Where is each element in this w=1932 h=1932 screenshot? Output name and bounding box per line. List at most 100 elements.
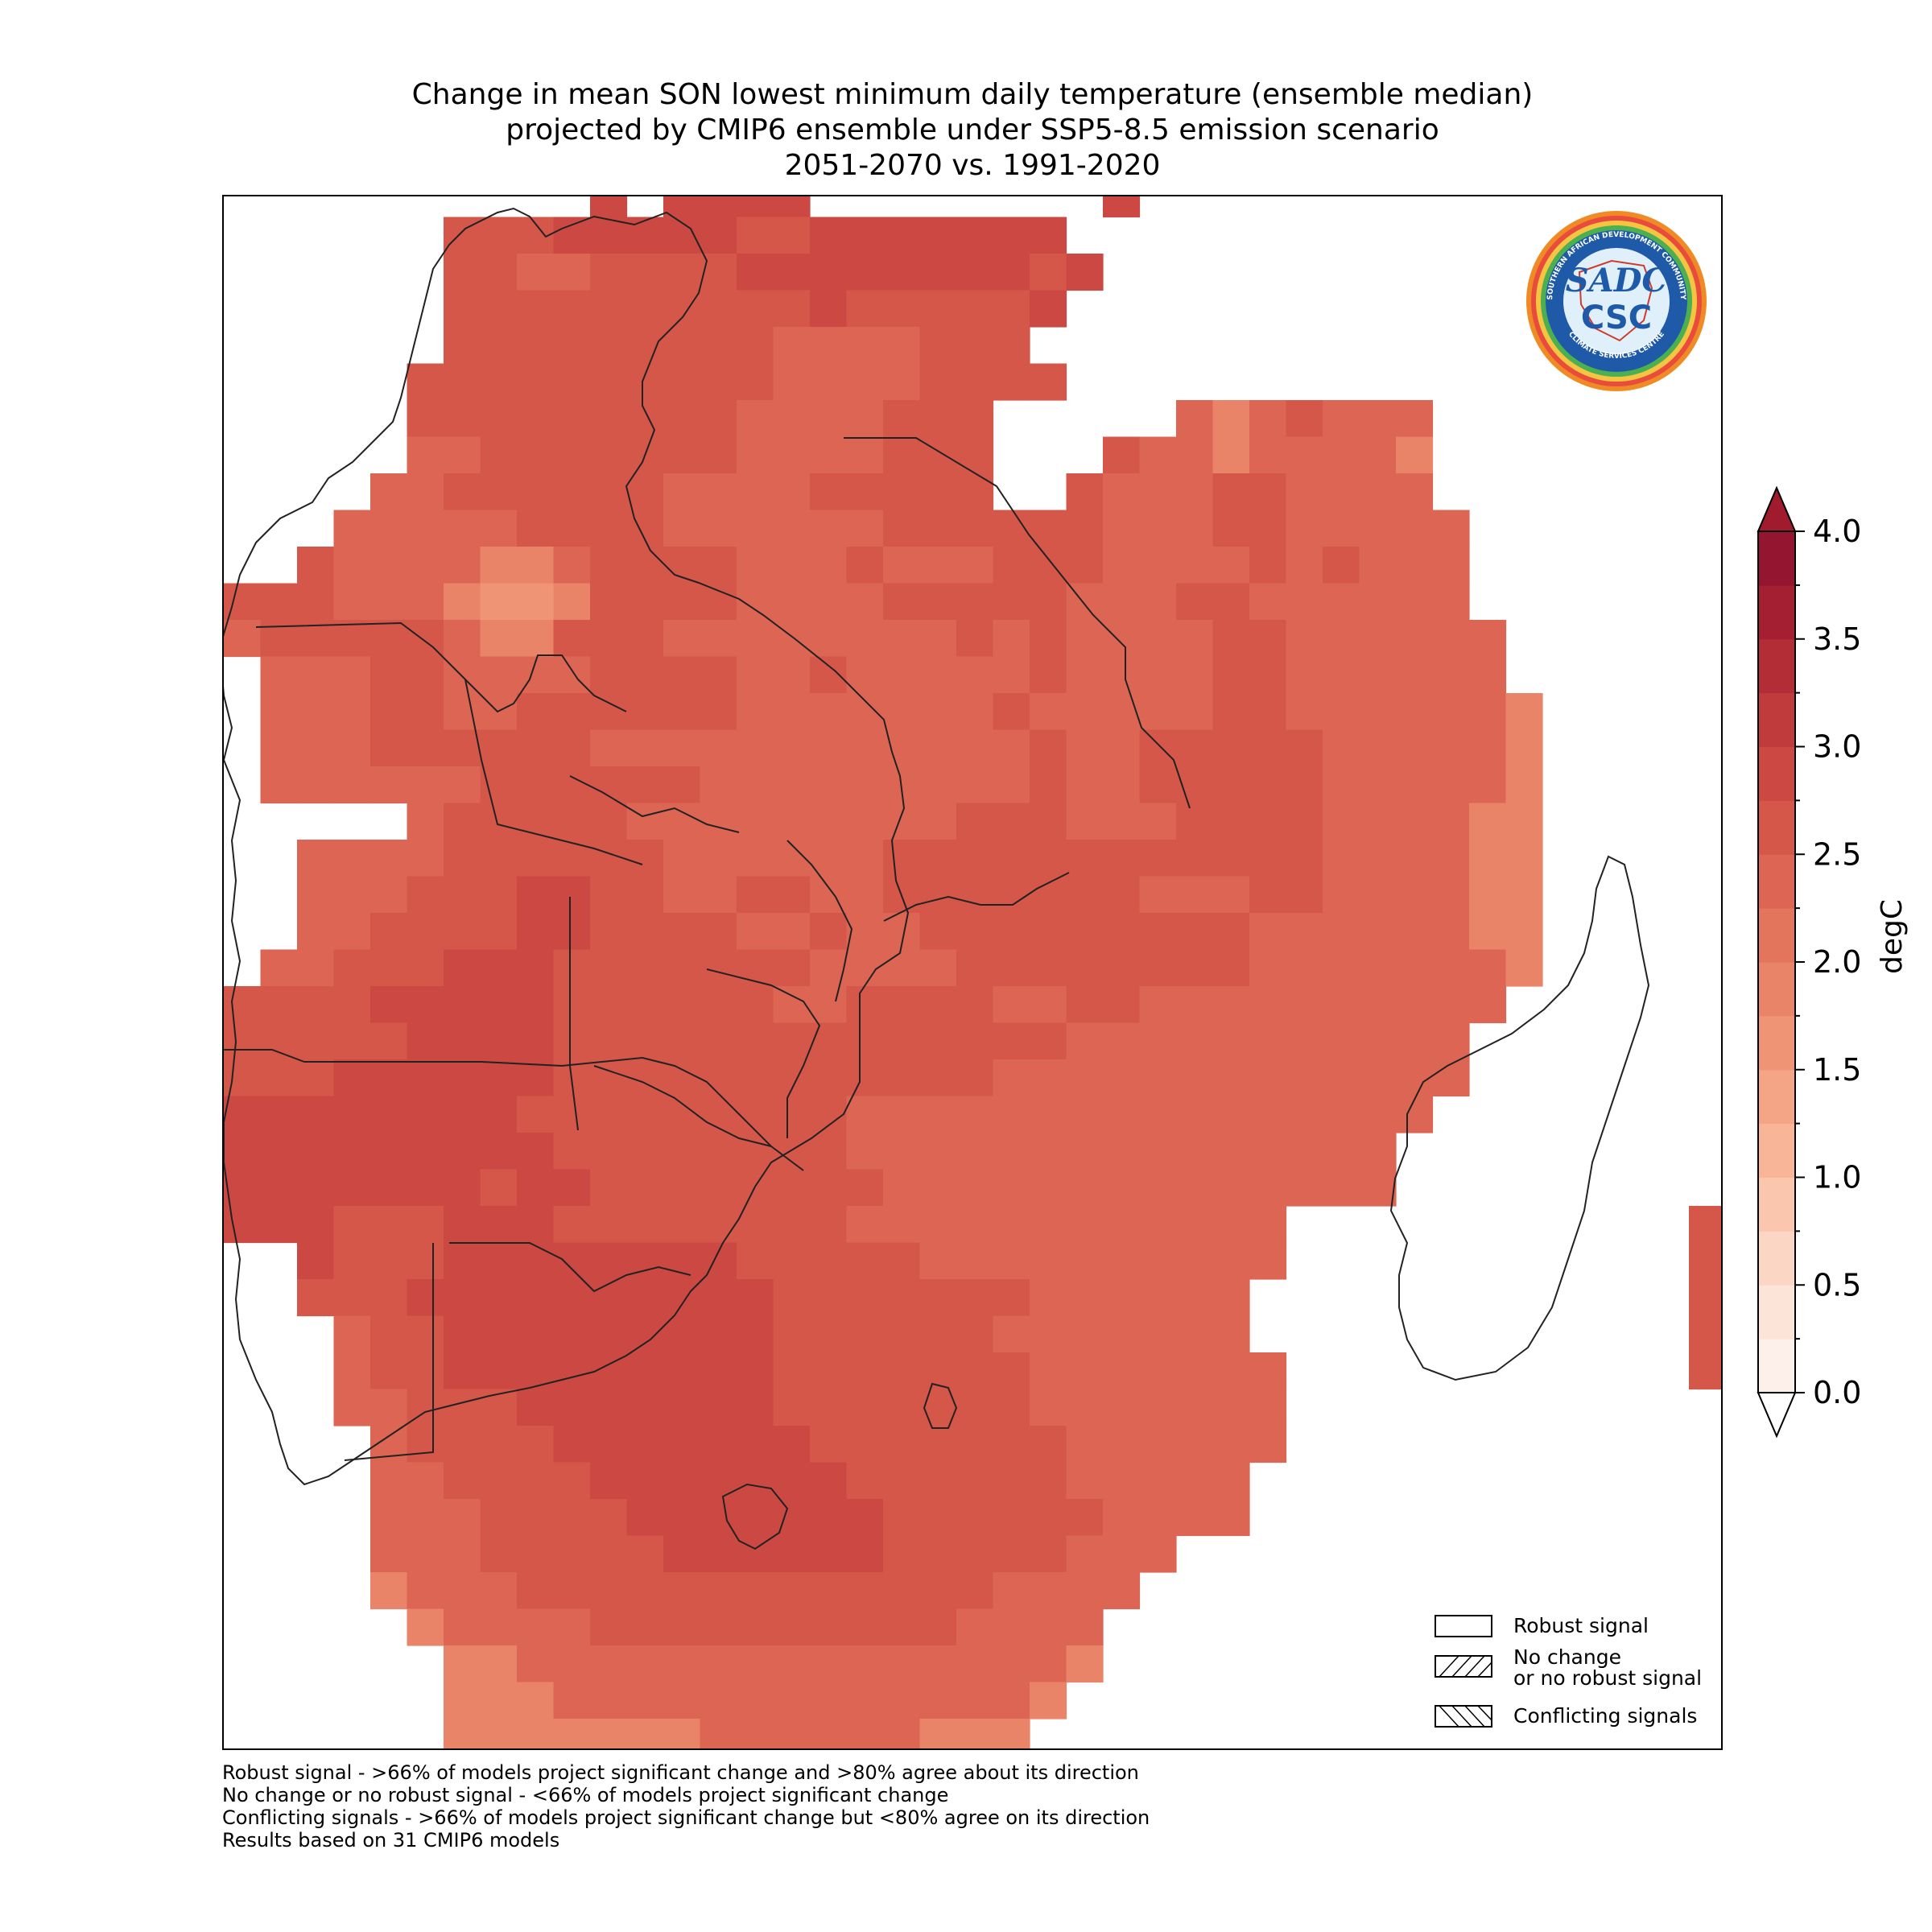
grid-cell (590, 1572, 628, 1610)
grid-cell (1176, 1059, 1214, 1097)
grid-cell (1176, 803, 1214, 840)
grid-cell (370, 473, 408, 511)
grid-cell (919, 913, 957, 951)
grid-cell (480, 913, 518, 951)
grid-cell (260, 693, 298, 731)
grid-cell (663, 1352, 701, 1390)
grid-cell (663, 1682, 701, 1719)
grid-cell (810, 1206, 848, 1244)
grid-cell (407, 1206, 444, 1244)
grid-cell (590, 876, 628, 914)
grid-cell (407, 547, 444, 584)
grid-cell (993, 327, 1030, 365)
grid-cell (810, 1462, 848, 1500)
grid-cell (1359, 840, 1397, 877)
grid-cell (846, 1462, 884, 1500)
grid-cell (407, 1608, 444, 1646)
grid-cell (773, 1169, 811, 1207)
grid-cell (297, 729, 335, 767)
grid-cell (1139, 766, 1177, 804)
grid-cell (846, 217, 884, 254)
border-angola-zambia (464, 679, 643, 865)
grid-cell (626, 1279, 664, 1317)
grid-cell (333, 1206, 371, 1244)
grid-cell (919, 766, 957, 804)
grid-cell (1323, 436, 1360, 474)
grid-cell (810, 1022, 848, 1060)
grid-cell (444, 1608, 481, 1646)
grid-cell (444, 1352, 481, 1390)
grid-cell (297, 986, 335, 1024)
grid-cell (1030, 913, 1067, 951)
grid-cell (333, 1315, 371, 1353)
grid-cell (919, 510, 957, 547)
grid-cell (260, 1022, 298, 1060)
grid-cell (1359, 729, 1397, 767)
grid-cell (1103, 1499, 1141, 1537)
grid-cell (333, 986, 371, 1024)
grid-cell (1176, 436, 1214, 474)
grid-cell (700, 913, 737, 951)
grid-cell (1396, 583, 1434, 621)
grid-cell (700, 729, 737, 767)
grid-cell (517, 473, 555, 511)
grid-cell (590, 1462, 628, 1500)
grid-cell (1469, 693, 1507, 731)
logo-mark-2: CSC (1581, 299, 1652, 336)
grid-cell (517, 583, 555, 621)
grid-cell (333, 1389, 371, 1426)
grid-cell (883, 217, 921, 254)
grid-cell (663, 1572, 701, 1610)
grid-cell (773, 1242, 811, 1280)
grid-cell (553, 1645, 591, 1683)
grid-cell (480, 1096, 518, 1133)
grid-cell (846, 876, 884, 914)
grid-cell (810, 1608, 848, 1646)
grid-cell (1176, 473, 1214, 511)
grid-cell (517, 913, 555, 951)
grid-cell (1469, 620, 1507, 658)
grid-cell (663, 949, 701, 987)
grid-cell (773, 1608, 811, 1646)
grid-cell (517, 363, 555, 401)
grid-cell (444, 1462, 481, 1500)
grid-cell (370, 1315, 408, 1353)
grid-cell (370, 1022, 408, 1060)
grid-cell (663, 363, 701, 401)
grid-cell (517, 327, 555, 365)
grid-cell (1432, 986, 1470, 1024)
grid-cell (553, 766, 591, 804)
grid-cell (1176, 986, 1214, 1024)
grid-cell (993, 1022, 1030, 1060)
grid-cell (993, 620, 1030, 658)
grid-cell (919, 547, 957, 584)
grid-cell (1359, 510, 1397, 547)
grid-cell (1103, 1535, 1141, 1573)
grid-cell (297, 656, 335, 694)
grid-cell (333, 547, 371, 584)
grid-cell (590, 1499, 628, 1537)
grid-cell (1030, 1426, 1067, 1463)
grid-cell (553, 1279, 591, 1317)
grid-cell (480, 1389, 518, 1426)
grid-cell (480, 547, 518, 584)
grid-cell (1176, 729, 1214, 767)
grid-cell (1066, 876, 1104, 914)
grid-cell (810, 290, 848, 328)
grid-cell (444, 1242, 481, 1280)
grid-cell (1359, 913, 1397, 951)
grid-cell (370, 620, 408, 658)
grid-cell (444, 547, 481, 584)
border-lesotho (721, 1483, 789, 1550)
grid-cell (553, 620, 591, 658)
grid-cell (1249, 656, 1287, 694)
grid-cell (919, 840, 957, 877)
grid-cell (444, 290, 481, 328)
grid-cell (883, 1022, 921, 1060)
grid-cell (700, 1682, 737, 1719)
grid-cell (370, 1096, 408, 1133)
grid-cell (846, 547, 884, 584)
grid-cell (1396, 1096, 1434, 1133)
grid-cell (1103, 729, 1141, 767)
grid-cell (883, 1499, 921, 1537)
